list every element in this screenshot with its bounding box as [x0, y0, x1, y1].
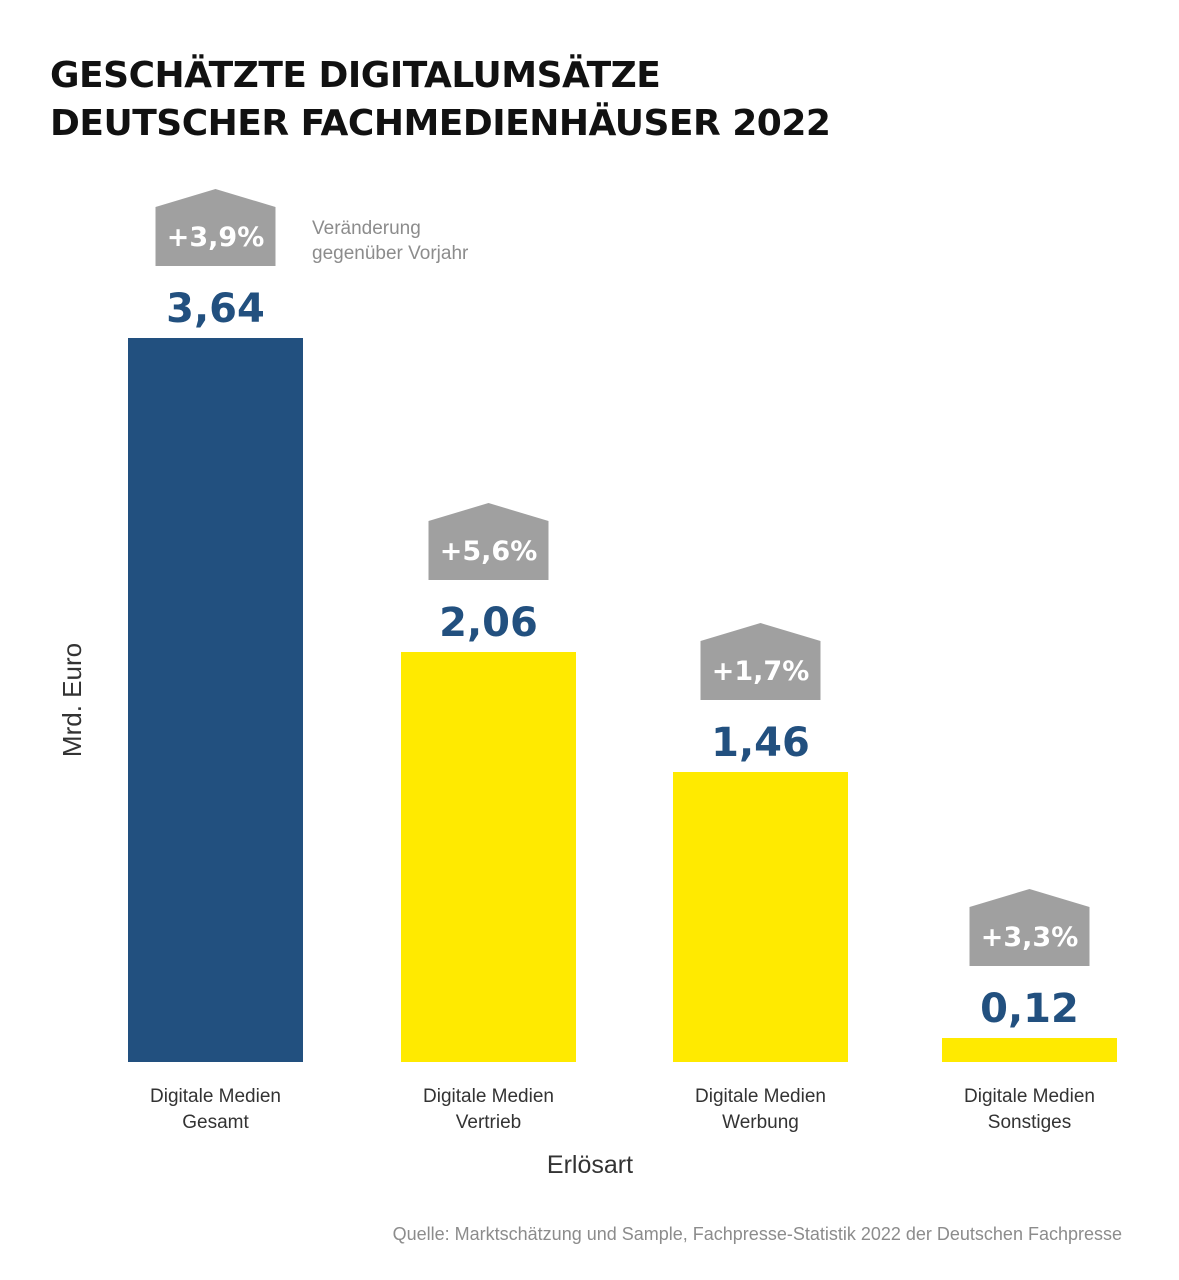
- source-note: Quelle: Marktschätzung und Sample, Fachp…: [392, 1224, 1122, 1244]
- bar-3: [673, 772, 848, 1062]
- chart-title-line-2: DEUTSCHER FACHMEDIENHÄUSER 2022: [50, 103, 831, 144]
- bar-4: [942, 1038, 1117, 1062]
- change-note-line-1: Veränderung: [312, 218, 421, 239]
- change-label-2: +5,6%: [440, 536, 538, 567]
- chart-title: GESCHÄTZTE DIGITALUMSÄTZE DEUTSCHER FACH…: [50, 52, 831, 148]
- category-label-1-line-2: Gesamt: [182, 1112, 249, 1133]
- value-label-2: 2,06: [439, 600, 538, 646]
- value-label-3: 1,46: [711, 720, 810, 766]
- bar-2: [401, 652, 576, 1062]
- bars-layer: 3,64 +3,9% Digitale Medien Gesamt 2,06 +5,6% D…: [128, 189, 1117, 1133]
- category-label-3-line-2: Werbung: [722, 1112, 799, 1133]
- category-label-4-line-2: Sonstiges: [988, 1112, 1071, 1133]
- change-label-4: +3,3%: [981, 922, 1079, 953]
- x-axis-label: Erlösart: [547, 1151, 633, 1179]
- category-label-2-line-2: Vertrieb: [456, 1112, 521, 1133]
- change-label-1: +3,9%: [167, 222, 265, 253]
- value-label-4: 0,12: [980, 986, 1079, 1032]
- category-label-4-line-1: Digitale Medien: [964, 1086, 1095, 1107]
- category-label-1-line-1: Digitale Medien: [150, 1086, 281, 1107]
- bar-1: [128, 338, 303, 1062]
- chart-title-line-1: GESCHÄTZTE DIGITALUMSÄTZE: [50, 55, 661, 96]
- y-axis-label: Mrd. Euro: [57, 643, 87, 757]
- change-badge-1: [155, 189, 276, 266]
- value-label-1: 3,64: [166, 286, 265, 332]
- bar-chart: 3,64 +3,9% Digitale Medien Gesamt 2,06 +5,6% D…: [57, 189, 1117, 1179]
- change-badge-4: [969, 889, 1090, 966]
- change-label-3: +1,7%: [712, 656, 810, 687]
- change-note-line-2: gegenüber Vorjahr: [312, 243, 469, 264]
- category-label-2-line-1: Digitale Medien: [423, 1086, 554, 1107]
- change-badge-3: [700, 623, 821, 700]
- category-label-3-line-1: Digitale Medien: [695, 1086, 826, 1107]
- change-badge-2: [428, 503, 549, 580]
